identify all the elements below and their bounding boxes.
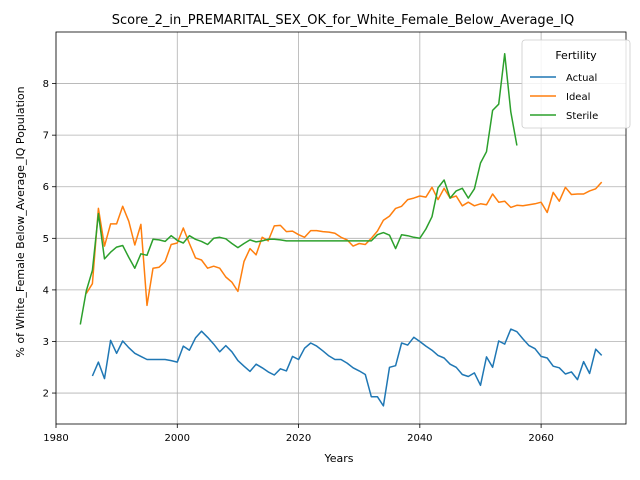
y-tick-label: 4 [43, 285, 49, 296]
legend-title: Fertility [555, 49, 597, 62]
legend-items: Actual Ideal Sterile [530, 73, 598, 122]
y-tick-label: 6 [43, 182, 49, 193]
y-tick-label: 8 [43, 79, 49, 90]
plot-frame [55, 31, 627, 425]
grid [55, 32, 626, 424]
y-axis-label: % of White_Female Below_Average_IQ Popul… [14, 86, 27, 357]
series-line-actual [91, 328, 603, 407]
legend-label: Ideal [566, 92, 590, 103]
series-lines [79, 52, 603, 407]
x-axis-label: Years [323, 452, 353, 465]
x-tick-label: 2020 [286, 433, 311, 444]
legend: Fertility Actual Ideal Sterile [521, 39, 631, 129]
x-tick-label: 1980 [43, 433, 68, 444]
y-tick-label: 7 [43, 131, 49, 142]
series-line-ideal [85, 181, 603, 307]
y-tick-label: 3 [43, 337, 49, 348]
x-tick-label: 2000 [165, 433, 190, 444]
axes: 1980 2000 2020 2040 2060 2 3 4 5 6 7 8 [43, 79, 554, 444]
y-tick-label: 2 [43, 389, 49, 400]
y-tick-label: 5 [43, 234, 49, 245]
chart-title: Score_2_in_PREMARITAL_SEX_OK_for_White_F… [112, 13, 575, 28]
legend-label: Sterile [566, 111, 598, 122]
legend-box [521, 39, 631, 129]
x-tick-label: 2060 [528, 433, 553, 444]
x-tick-label: 2040 [407, 433, 432, 444]
series-line-sterile [79, 52, 518, 325]
legend-label: Actual [566, 73, 597, 84]
